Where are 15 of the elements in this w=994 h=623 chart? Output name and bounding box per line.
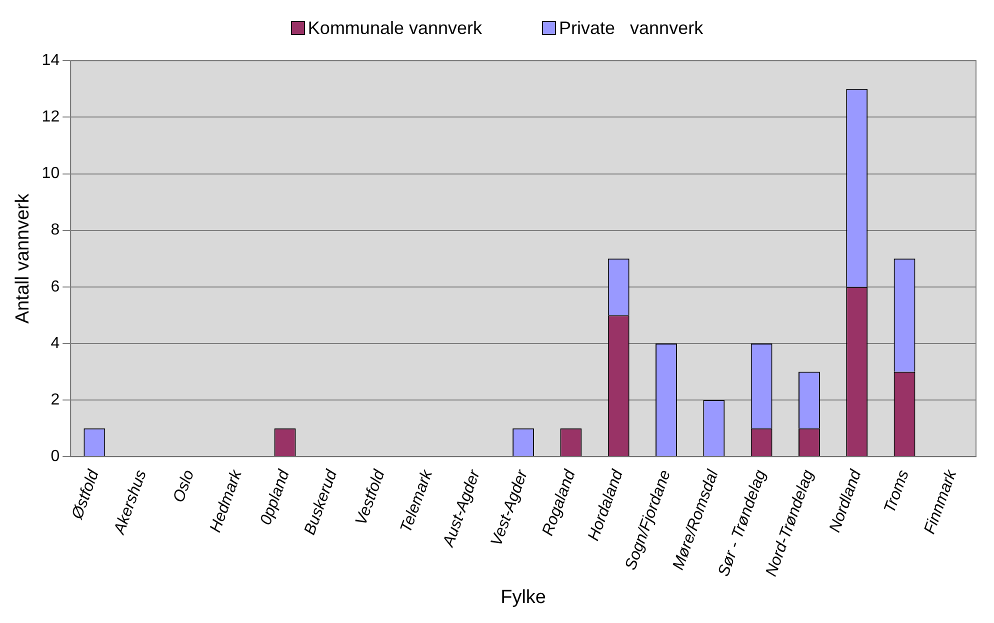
- legend-label: Private vannverk: [559, 18, 704, 38]
- y-tick-label: 8: [50, 222, 60, 239]
- y-tick-label: 2: [50, 391, 60, 408]
- y-tick-label: 0: [50, 448, 60, 466]
- y-tick-label: 14: [42, 52, 60, 70]
- y-tick-label: 12: [42, 108, 60, 126]
- y-tick-label: 10: [42, 165, 60, 182]
- x-tick-label: Østfold: [68, 466, 103, 522]
- y-tick-label: 6: [50, 278, 60, 296]
- legend-label: Kommunale vannverk: [308, 18, 482, 38]
- x-tick-label: Oslo: [170, 468, 198, 505]
- x-axis-title: Fylke: [500, 586, 546, 608]
- x-tick-label: Troms: [881, 468, 912, 516]
- y-axis-title: Antall vannverk: [12, 193, 34, 324]
- y-tick-label: 4: [50, 334, 60, 352]
